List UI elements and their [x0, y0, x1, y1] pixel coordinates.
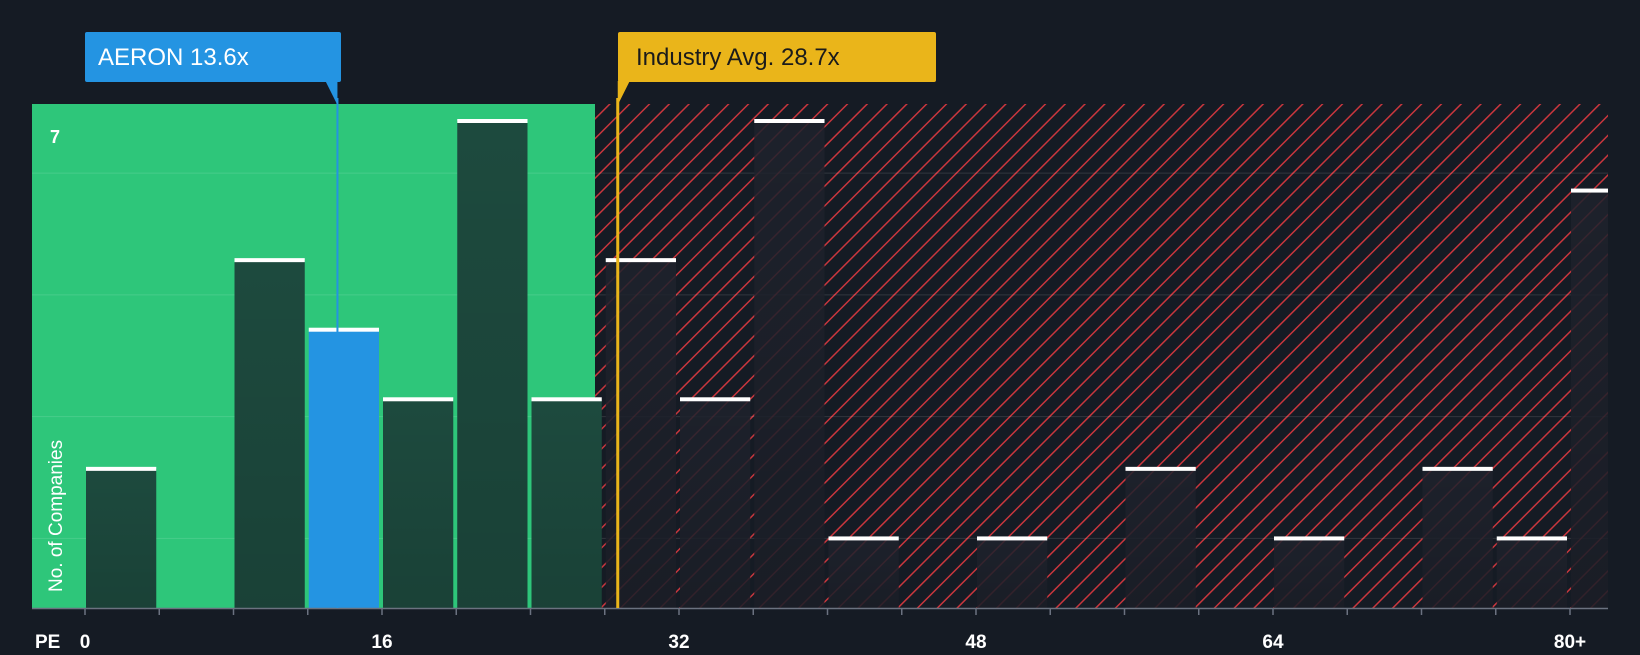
bar-shade: [1571, 190, 1608, 609]
bar-cap: [1422, 466, 1493, 471]
histogram-bars: [86, 119, 1608, 609]
bar-shade: [1496, 538, 1567, 608]
company-callout-box: [85, 32, 341, 82]
bar-cap: [457, 119, 528, 123]
bar-cap: [1496, 536, 1567, 541]
company-pe-label: AERON 13.6x: [98, 44, 249, 71]
value-markers: [336, 98, 620, 608]
y-max-tick-label: 7: [50, 127, 60, 147]
bar-shade: [680, 399, 751, 608]
bar-cap: [1274, 536, 1345, 541]
x-tick-label: 0: [80, 632, 91, 650]
bar-shade: [977, 538, 1048, 608]
bar-cap: [680, 397, 751, 402]
bar-shade: [1422, 468, 1493, 608]
bar-shade: [754, 121, 825, 608]
x-tick-label: 48: [965, 632, 986, 650]
industry-callout-box: [618, 32, 936, 82]
industry-avg-callout: Industry Avg. 28.7x: [617, 32, 936, 105]
industry-callout-pointer: [617, 81, 630, 105]
x-tick-label: 64: [1262, 632, 1284, 650]
bar-cap: [383, 397, 454, 402]
bar-cap: [1571, 188, 1608, 193]
bar-cap: [86, 466, 157, 471]
x-axis-label: PE: [35, 632, 60, 650]
bar-cap: [234, 258, 305, 263]
industry-avg-label: Industry Avg. 28.7x: [636, 44, 840, 71]
bar-shade: [828, 538, 899, 608]
company-pe-callout: AERON 13.6x: [85, 32, 341, 105]
bar-shade: [86, 468, 157, 608]
bar-cap: [828, 536, 899, 541]
company-callout-pointer: [325, 81, 338, 105]
bar-cap: [605, 258, 676, 263]
bar-shade: [234, 260, 305, 608]
bar-cap: [754, 119, 825, 123]
histogram-bar: [308, 329, 379, 608]
axis-labels: 7 No. of Companies PE: [35, 127, 67, 653]
y-axis-label: No. of Companies: [46, 440, 67, 592]
bar-cap: [308, 327, 379, 332]
bar-shade: [457, 121, 528, 608]
bar-cap: [977, 536, 1048, 541]
bar-shade: [531, 399, 602, 608]
bar-shade: [1274, 538, 1345, 608]
bar-cap: [1125, 466, 1196, 471]
x-tick-label: 16: [371, 632, 392, 650]
bar-cap: [531, 397, 602, 402]
callouts: AERON 13.6x Industry Avg. 28.7x: [85, 32, 936, 105]
bar-shade: [1125, 468, 1196, 608]
x-tick-label: 32: [668, 632, 689, 650]
bar-shade: [383, 399, 454, 608]
x-axis: 0 16 32 48 64 80+: [32, 607, 1608, 653]
x-tick-label: 80+: [1554, 632, 1586, 650]
